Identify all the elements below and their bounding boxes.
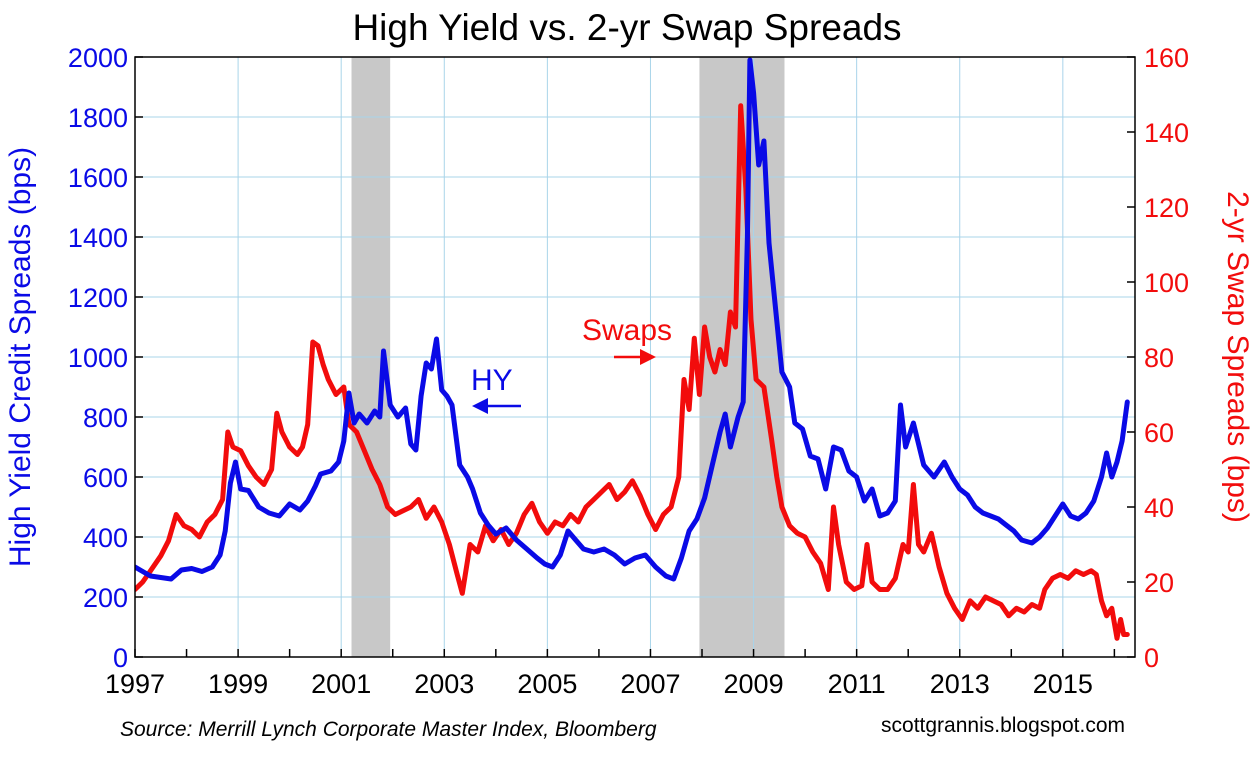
left-tick-label: 1800 [68, 103, 128, 133]
left-tick-label: 400 [83, 523, 128, 553]
left-tick-label: 200 [83, 583, 128, 613]
right-tick-label: 140 [1144, 118, 1189, 148]
arrow-right-icon [614, 349, 656, 365]
left-tick-label: 1600 [68, 163, 128, 193]
series-line-swaps [135, 103, 1130, 641]
annotation-hy-label: HY [471, 364, 513, 397]
left-tick-label: 1200 [68, 283, 128, 313]
y-axis-right-label: 2-yr Swap Spreads (bps) [1221, 191, 1250, 523]
right-tick-label: 100 [1144, 268, 1189, 298]
annotation-swaps: Swaps [582, 314, 672, 365]
x-axis-ticks: 1997 1999 2001 2003 2005 2007 2009 2011 2013 2015 [105, 649, 1116, 699]
right-tick-label: 40 [1144, 493, 1174, 523]
credit-note: scottgrannis.blogspot.com [881, 714, 1125, 737]
x-tick-label: 1997 [105, 669, 165, 699]
x-tick-label: 2007 [620, 669, 680, 699]
x-tick-label: 2005 [517, 669, 577, 699]
x-tick-label: 2001 [311, 669, 371, 699]
x-tick-label: 2013 [930, 669, 990, 699]
left-axis-ticks: 0 200 400 600 800 1000 1200 1400 1600 1800 2000 [68, 43, 143, 673]
right-tick-label: 0 [1144, 643, 1159, 673]
left-tick-label: 600 [83, 463, 128, 493]
annotation-swaps-label: Swaps [582, 314, 672, 347]
x-tick-label: 2009 [724, 669, 784, 699]
chart-title: High Yield vs. 2-yr Swap Spreads [352, 7, 901, 48]
left-tick-label: 2000 [68, 43, 128, 73]
source-note: Source: Merrill Lynch Corporate Master I… [120, 718, 657, 741]
right-tick-label: 120 [1144, 193, 1189, 223]
annotation-hy: HY [471, 364, 521, 414]
x-tick-label: 2003 [414, 669, 474, 699]
x-tick-label: 1999 [208, 669, 268, 699]
right-tick-label: 80 [1144, 343, 1174, 373]
left-tick-label: 0 [113, 643, 128, 673]
x-tick-label: 2015 [1033, 669, 1093, 699]
x-tick-label: 2011 [828, 669, 886, 699]
y-axis-left-label: High Yield Credit Spreads (bps) [4, 147, 37, 567]
right-tick-label: 160 [1144, 43, 1189, 73]
right-axis-ticks: 0 20 40 60 80 100 120 140 160 [1127, 43, 1189, 673]
left-tick-label: 1000 [68, 343, 128, 373]
arrow-left-icon [472, 398, 521, 414]
right-tick-label: 20 [1144, 568, 1174, 598]
right-tick-label: 60 [1144, 418, 1174, 448]
series-line-hy [135, 57, 1130, 582]
left-tick-label: 1400 [68, 223, 128, 253]
left-tick-label: 800 [83, 403, 128, 433]
